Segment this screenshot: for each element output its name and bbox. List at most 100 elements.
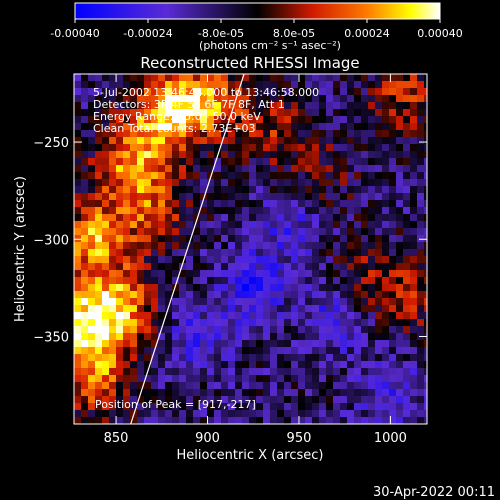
heatmap-cell	[95, 242, 103, 250]
heatmap-cell	[207, 417, 215, 424]
heatmap-cell	[172, 298, 180, 306]
heatmap-cell	[249, 109, 257, 117]
heatmap-cell	[361, 396, 369, 404]
heatmap-cell	[123, 368, 131, 376]
heatmap-cell	[158, 298, 166, 306]
heatmap-cell	[326, 354, 334, 362]
heatmap-cell	[319, 172, 327, 180]
heatmap-cell	[109, 396, 117, 404]
heatmap-cell	[235, 389, 243, 397]
heatmap-cell	[74, 193, 82, 201]
heatmap-cell	[389, 109, 397, 117]
heatmap-cell	[74, 137, 82, 145]
heatmap-cell	[256, 410, 264, 418]
heatmap-cell	[158, 319, 166, 327]
heatmap-cell	[291, 361, 299, 369]
heatmap-cell	[207, 165, 215, 173]
heatmap-cell	[151, 95, 159, 103]
heatmap-cell	[277, 144, 285, 152]
heatmap-cell	[305, 179, 313, 187]
heatmap-cell	[277, 88, 285, 96]
heatmap-cell	[172, 312, 180, 320]
heatmap-cell	[221, 291, 229, 299]
heatmap-cell	[221, 382, 229, 390]
heatmap-cell	[88, 116, 96, 124]
heatmap-cell	[403, 228, 411, 236]
peak-position-text: Position of Peak = [917,-217]	[95, 398, 256, 411]
heatmap-cell	[109, 193, 117, 201]
heatmap-cell	[214, 375, 222, 383]
heatmap-cell	[389, 305, 397, 313]
heatmap-cell	[326, 298, 334, 306]
heatmap-cell	[144, 81, 152, 89]
heatmap-cell	[130, 368, 138, 376]
heatmap-cell	[375, 81, 383, 89]
heatmap-cell	[186, 403, 194, 411]
heatmap-cell	[424, 396, 427, 404]
heatmap-cell	[151, 375, 159, 383]
heatmap-cell	[382, 165, 390, 173]
heatmap-cell	[347, 291, 355, 299]
heatmap-cell	[144, 305, 152, 313]
heatmap-cell	[347, 256, 355, 264]
heatmap-cell	[228, 270, 236, 278]
heatmap-cell	[214, 277, 222, 285]
heatmap-cell	[95, 179, 103, 187]
heatmap-cell	[403, 312, 411, 320]
heatmap-cell	[403, 410, 411, 418]
heatmap-cell	[214, 102, 222, 110]
heatmap-cell	[179, 242, 187, 250]
heatmap-cell	[144, 375, 152, 383]
heatmap-cell	[305, 193, 313, 201]
heatmap-cell	[361, 403, 369, 411]
heatmap-cell	[410, 165, 418, 173]
heatmap-cell	[368, 172, 376, 180]
heatmap-cell	[403, 186, 411, 194]
heatmap-cell	[340, 102, 348, 110]
heatmap-cell	[74, 340, 82, 348]
heatmap-cell	[144, 326, 152, 334]
heatmap-cell	[410, 74, 418, 82]
heatmap-cell	[277, 228, 285, 236]
heatmap-cell	[130, 277, 138, 285]
heatmap-cell	[270, 144, 278, 152]
heatmap-cell	[305, 319, 313, 327]
heatmap-cell	[207, 312, 215, 320]
heatmap-cell	[347, 95, 355, 103]
heatmap-cell	[74, 403, 82, 411]
heatmap-cell	[347, 235, 355, 243]
heatmap-cell	[242, 256, 250, 264]
heatmap-cell	[417, 109, 425, 117]
heatmap-cell	[284, 158, 292, 166]
heatmap-cell	[319, 249, 327, 257]
heatmap-cell	[326, 270, 334, 278]
heatmap-cell	[354, 298, 362, 306]
heatmap-cell	[305, 340, 313, 348]
heatmap-cell	[172, 81, 180, 89]
heatmap-cell	[305, 410, 313, 418]
heatmap-cell	[172, 200, 180, 208]
heatmap-cell	[298, 88, 306, 96]
heatmap-cell	[319, 263, 327, 271]
heatmap-cell	[312, 81, 320, 89]
heatmap-cell	[270, 347, 278, 355]
heatmap-cell	[396, 207, 404, 215]
heatmap-cell	[410, 389, 418, 397]
heatmap-cell	[95, 284, 103, 292]
heatmap-cell	[347, 347, 355, 355]
heatmap-cell	[340, 389, 348, 397]
heatmap-cell	[242, 340, 250, 348]
heatmap-cell	[186, 277, 194, 285]
heatmap-cell	[102, 403, 110, 411]
heatmap-cell	[158, 340, 166, 348]
heatmap-cell	[291, 158, 299, 166]
heatmap-cell	[165, 81, 173, 89]
heatmap-cell	[249, 347, 257, 355]
heatmap-cell	[200, 186, 208, 194]
info-line-detectors: Detectors: 3F 4F 5F 6F 7F 8F, Att 1	[93, 98, 285, 111]
heatmap-cell	[123, 116, 131, 124]
heatmap-cell	[298, 158, 306, 166]
heatmap-cell	[102, 186, 110, 194]
heatmap-cell	[242, 389, 250, 397]
